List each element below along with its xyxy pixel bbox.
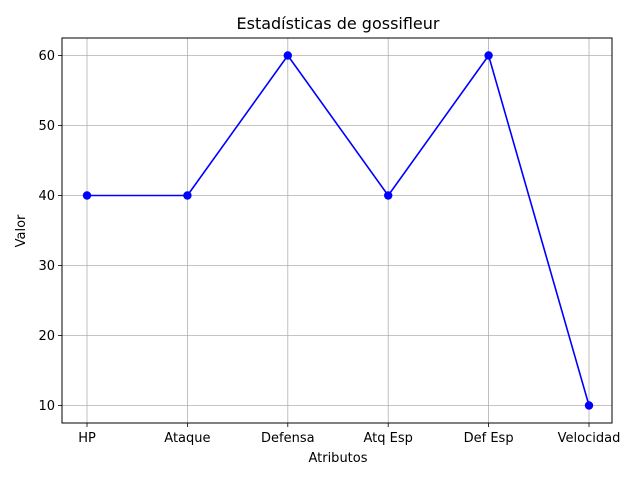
y-tick-label: 40	[38, 189, 55, 204]
data-point-marker	[484, 51, 493, 60]
x-tick-label: Def Esp	[464, 431, 514, 446]
data-point-marker	[384, 191, 393, 200]
x-axis-title: Atributos	[308, 451, 367, 466]
grid-layer	[62, 38, 612, 423]
x-tick-label: Velocidad	[558, 431, 621, 446]
x-tick-label: Defensa	[261, 431, 315, 446]
y-tick-label: 50	[38, 119, 55, 134]
data-point-marker	[82, 191, 92, 200]
tick-layer: HP Ataque Defensa Atq Esp Def Esp Velocidad 10…	[38, 49, 620, 446]
y-axis-title: Valor	[14, 214, 29, 247]
series-layer	[82, 51, 594, 410]
data-point-marker	[183, 191, 192, 200]
data-point-marker	[584, 401, 594, 410]
x-tick-label: Ataque	[164, 431, 210, 446]
plot-frame	[61, 37, 613, 424]
y-tick-label: 20	[38, 329, 55, 344]
chart-title: Estadísticas de gossifleur	[237, 14, 440, 33]
x-tick-label: HP	[78, 431, 96, 446]
series-line	[87, 54, 590, 406]
y-tick-label: 60	[38, 49, 55, 64]
data-point-marker	[283, 51, 292, 60]
y-tick-label: 30	[38, 259, 55, 274]
x-tick-label: Atq Esp	[364, 431, 413, 446]
y-tick-label: 10	[38, 399, 55, 414]
